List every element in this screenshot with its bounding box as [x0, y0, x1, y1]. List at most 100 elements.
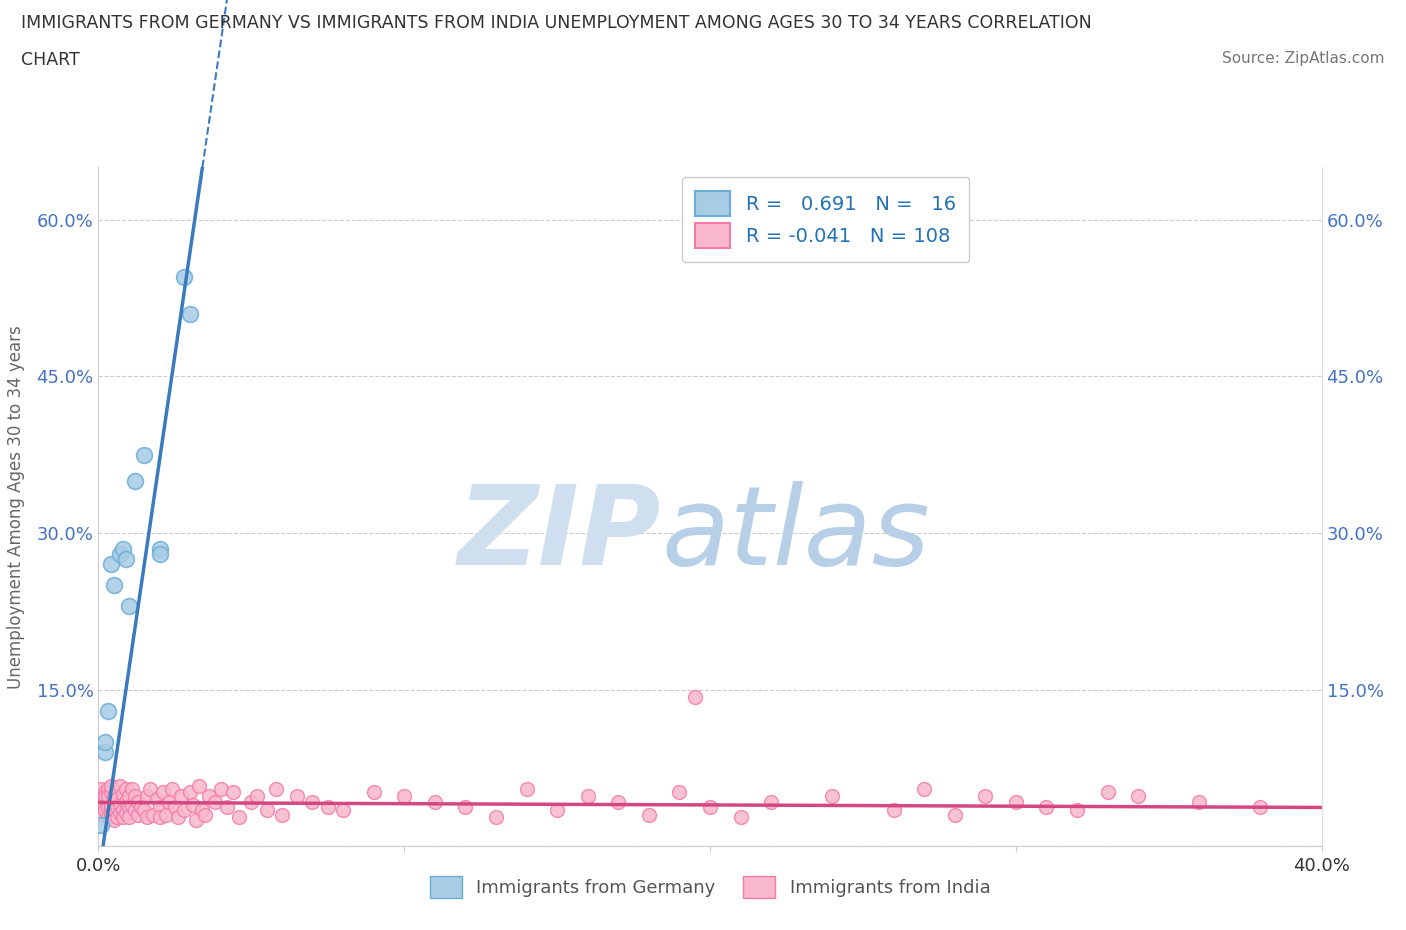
Point: [179, 306, 201, 321]
Point: [93, 789, 115, 804]
Point: [105, 785, 128, 800]
Point: [105, 799, 128, 814]
Point: [118, 799, 141, 814]
Point: [240, 795, 263, 810]
Point: [155, 807, 177, 822]
Point: [204, 795, 226, 810]
Point: [285, 789, 308, 804]
Point: [111, 803, 134, 817]
Point: [93, 791, 115, 806]
Point: [730, 810, 752, 825]
Point: [246, 789, 269, 804]
Point: [209, 781, 232, 796]
Point: [215, 799, 238, 814]
Point: [108, 805, 131, 820]
Point: [943, 807, 966, 822]
Point: [127, 795, 149, 810]
Point: [256, 803, 278, 817]
Point: [637, 807, 661, 822]
Point: [222, 785, 245, 800]
Point: [270, 807, 292, 822]
Point: [157, 795, 180, 810]
Point: [392, 789, 416, 804]
Point: [115, 781, 138, 796]
Point: [97, 703, 120, 718]
Text: atlas: atlas: [661, 481, 929, 588]
Point: [149, 541, 172, 556]
Point: [108, 797, 131, 812]
Point: [197, 789, 219, 804]
Text: Source: ZipAtlas.com: Source: ZipAtlas.com: [1222, 51, 1385, 66]
Point: [115, 551, 138, 566]
Point: [301, 795, 323, 810]
Point: [90, 818, 112, 833]
Point: [1004, 795, 1026, 810]
Point: [1035, 799, 1057, 814]
Point: [93, 803, 115, 817]
Point: [105, 810, 128, 825]
Point: [423, 795, 446, 810]
Point: [173, 803, 195, 817]
Point: [118, 599, 141, 614]
Point: [93, 785, 115, 800]
Point: [103, 789, 125, 804]
Point: [100, 802, 122, 817]
Point: [699, 799, 721, 814]
Point: [668, 785, 690, 800]
Point: [136, 789, 159, 804]
Point: [93, 735, 115, 750]
Point: [142, 807, 165, 822]
Point: [188, 778, 211, 793]
Point: [607, 795, 630, 810]
Legend: Immigrants from Germany, Immigrants from India: Immigrants from Germany, Immigrants from…: [422, 869, 998, 905]
Point: [97, 789, 120, 804]
Point: [100, 557, 122, 572]
Point: [576, 789, 599, 804]
Point: [1097, 785, 1119, 800]
Point: [228, 810, 250, 825]
Point: [103, 813, 125, 828]
Point: [124, 473, 146, 488]
Point: [100, 778, 122, 793]
Point: [97, 781, 120, 796]
Point: [90, 797, 112, 812]
Point: [93, 799, 115, 814]
Text: CHART: CHART: [21, 51, 80, 69]
Point: [546, 803, 568, 817]
Point: [181, 797, 204, 812]
Point: [111, 810, 134, 825]
Point: [821, 789, 844, 804]
Point: [1249, 799, 1271, 814]
Point: [145, 791, 167, 806]
Point: [118, 810, 141, 825]
Point: [100, 785, 122, 800]
Point: [100, 797, 122, 812]
Point: [108, 778, 131, 793]
Point: [111, 541, 134, 556]
Point: [194, 807, 217, 822]
Point: [363, 785, 385, 800]
Point: [974, 789, 997, 804]
Point: [264, 781, 287, 796]
Text: IMMIGRANTS FROM GERMANY VS IMMIGRANTS FROM INDIA UNEMPLOYMENT AMONG AGES 30 TO 3: IMMIGRANTS FROM GERMANY VS IMMIGRANTS FR…: [21, 14, 1092, 32]
Point: [883, 803, 905, 817]
Point: [97, 810, 120, 825]
Point: [179, 785, 201, 800]
Point: [103, 803, 125, 817]
Point: [1188, 795, 1211, 810]
Point: [103, 578, 125, 592]
Point: [759, 795, 782, 810]
Point: [90, 807, 112, 822]
Point: [124, 803, 146, 817]
Point: [127, 807, 149, 822]
Point: [97, 799, 120, 814]
Point: [134, 803, 156, 817]
Point: [136, 810, 159, 825]
Point: [121, 781, 143, 796]
Point: [124, 789, 146, 804]
Text: ZIP: ZIP: [457, 481, 661, 588]
Point: [186, 813, 208, 828]
Point: [108, 547, 131, 562]
Point: [163, 799, 186, 814]
Point: [170, 789, 193, 804]
